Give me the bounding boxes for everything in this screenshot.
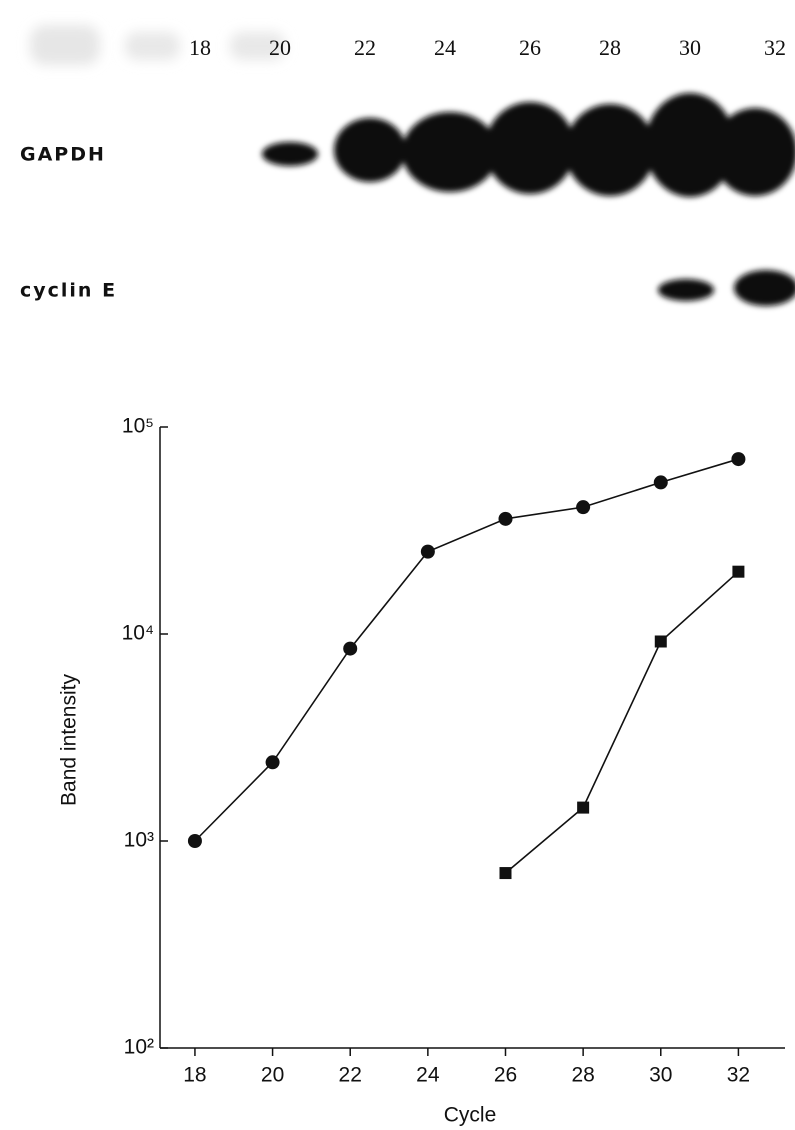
marker <box>732 566 744 578</box>
x-tick-label: 22 <box>339 1064 362 1087</box>
x-tick-label: 28 <box>571 1064 594 1087</box>
band <box>334 118 406 182</box>
marker <box>731 452 745 466</box>
x-tick-label: 26 <box>494 1064 517 1087</box>
y-tick-label: 10⁴ <box>122 622 154 645</box>
marker <box>343 642 357 656</box>
smudge <box>125 32 180 60</box>
band <box>485 102 575 194</box>
lane-label: 32 <box>764 35 786 60</box>
figure: Band intensity Cycle 18 20 22 24 26 28 30 32 GAP… <box>0 0 795 1130</box>
lane-label: 30 <box>679 35 701 60</box>
marker <box>577 802 589 814</box>
cyclin-bands <box>658 270 795 306</box>
marker <box>655 635 667 647</box>
lane-label: 22 <box>354 35 376 60</box>
lane-label: 18 <box>189 35 211 60</box>
band <box>565 104 655 196</box>
x-axis-title: Cycle <box>444 1104 497 1127</box>
y-tick-label: 10² <box>124 1036 154 1059</box>
x-tick-label: 18 <box>183 1064 206 1087</box>
marker <box>654 475 668 489</box>
marker <box>498 512 512 526</box>
band <box>734 270 795 306</box>
marker <box>499 867 511 879</box>
row-label: GAPDH <box>20 144 106 166</box>
lane-label: 24 <box>434 35 456 60</box>
lane-label: 28 <box>599 35 621 60</box>
marker <box>421 545 435 559</box>
marker <box>576 500 590 514</box>
lane-label: 20 <box>269 35 291 60</box>
gel <box>30 25 795 306</box>
x-tick-label: 24 <box>416 1064 440 1087</box>
marker <box>266 755 280 769</box>
band <box>713 108 795 196</box>
gapdh-bands <box>262 93 795 197</box>
x-tick-label: 32 <box>727 1064 750 1087</box>
marker <box>188 834 202 848</box>
series-line <box>505 572 738 873</box>
y-tick-label: 10⁵ <box>122 415 154 438</box>
y-axis-title: Band intensity <box>58 674 81 806</box>
y-tick-label: 10³ <box>124 829 154 852</box>
band <box>262 142 318 166</box>
band <box>658 279 714 301</box>
band <box>402 112 498 192</box>
row-label: cyclin E <box>20 280 117 302</box>
smudge <box>30 25 100 65</box>
x-tick-label: 30 <box>649 1064 672 1087</box>
x-tick-label: 20 <box>261 1064 284 1087</box>
lane-label: 26 <box>519 35 541 60</box>
